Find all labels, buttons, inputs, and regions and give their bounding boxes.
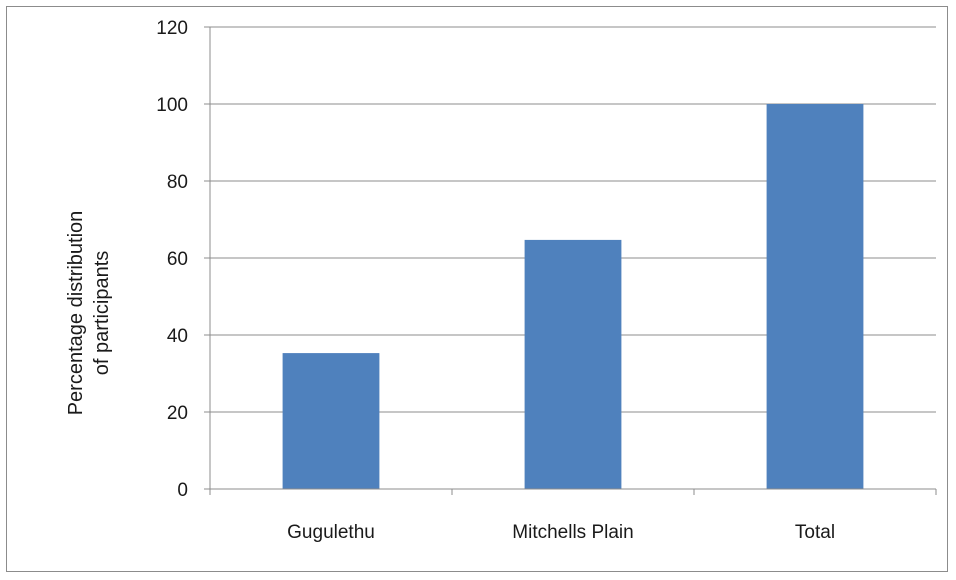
bar-gugulethu [282, 353, 380, 489]
y-tick-label: 40 [167, 326, 188, 347]
x-tick-label: Total [795, 522, 835, 543]
bar-total [766, 104, 864, 489]
axes [204, 26, 937, 495]
y-tick-label: 60 [167, 249, 188, 270]
y-tick-label: 0 [177, 480, 188, 501]
y-tick-label: 20 [167, 403, 188, 424]
y-axis-title-line-1: Percentage distribution [65, 211, 87, 416]
y-tick-labels: 0 20 40 60 80 100 120 [156, 18, 188, 501]
x-tick-labels: Gugulethu Mitchells Plain Total [287, 522, 835, 543]
y-tick-label: 80 [167, 172, 188, 193]
y-tick-label: 120 [156, 18, 188, 39]
y-axis-title-line-2: of participants [91, 251, 113, 376]
y-tick-label: 100 [156, 95, 188, 116]
x-tick-label: Mitchells Plain [512, 522, 633, 543]
x-tick-label: Gugulethu [287, 522, 375, 543]
bars [282, 104, 864, 489]
bar-mitchells-plain [524, 239, 622, 489]
